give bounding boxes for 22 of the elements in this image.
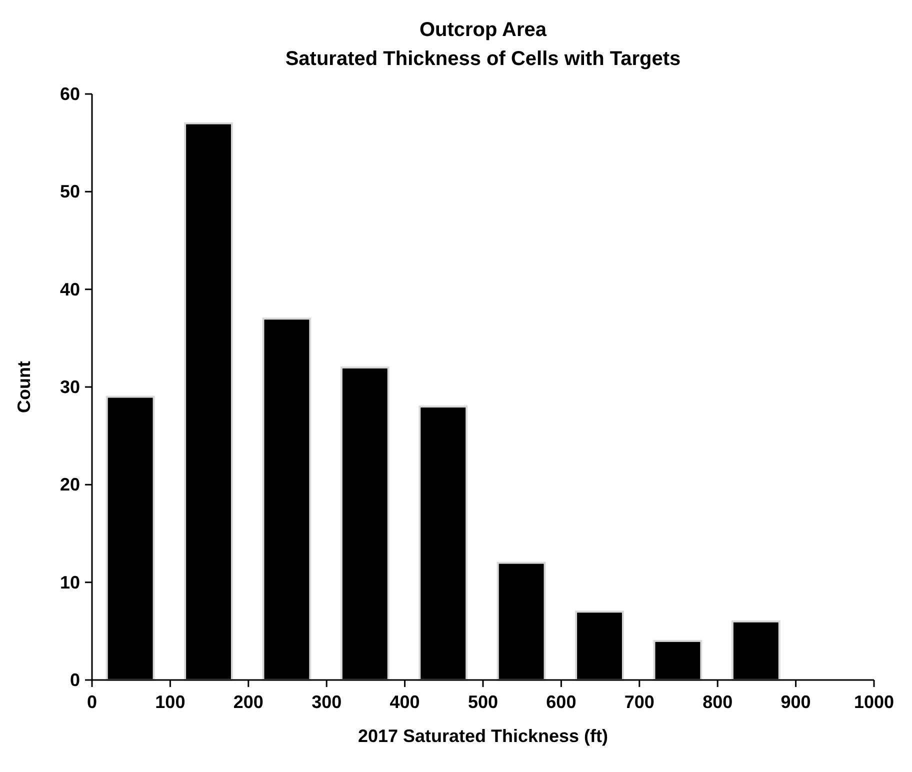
chart-title: Outcrop Area bbox=[419, 19, 548, 41]
y-tick-label: 60 bbox=[60, 84, 80, 104]
x-tick-label: 500 bbox=[468, 692, 498, 712]
y-tick-label: 10 bbox=[60, 572, 80, 592]
x-tick-label: 300 bbox=[312, 692, 342, 712]
y-tick-label: 30 bbox=[60, 377, 80, 397]
chart-subtitle: Saturated Thickness of Cells with Targets bbox=[285, 48, 681, 70]
y-tick-label: 20 bbox=[60, 474, 80, 495]
x-tick-label: 0 bbox=[86, 692, 98, 712]
x-tick-label: 900 bbox=[780, 692, 811, 712]
y-tick-label: 40 bbox=[60, 279, 80, 300]
x-tick-label: 100 bbox=[155, 692, 186, 712]
x-tick-label: 800 bbox=[702, 692, 733, 712]
y-tick-label: 50 bbox=[60, 182, 80, 202]
x-tick-label: 200 bbox=[233, 692, 264, 712]
y-tick-label: 0 bbox=[70, 670, 80, 690]
x-tick-label: 400 bbox=[390, 692, 420, 712]
x-tick-label: 700 bbox=[624, 692, 654, 712]
y-axis-title: Count bbox=[14, 361, 34, 413]
x-tick-label: 600 bbox=[546, 692, 576, 712]
x-tick-label: 1000 bbox=[854, 692, 894, 712]
x-axis-title: 2017 Saturated Thickness (ft) bbox=[358, 726, 608, 746]
